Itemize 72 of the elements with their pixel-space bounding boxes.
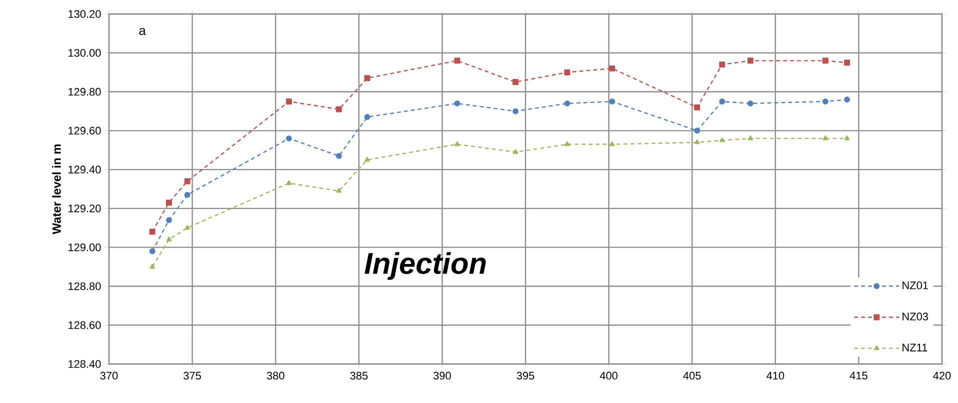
point	[564, 141, 570, 146]
y-axis-title: Water level in m	[52, 144, 61, 234]
y-tick-label: 129.80	[68, 88, 101, 96]
point	[512, 149, 518, 154]
y-tick-label: 128.80	[68, 282, 101, 290]
y-tick-label: 129.60	[68, 126, 101, 135]
point	[454, 58, 460, 64]
x-tick-label: 410	[766, 372, 784, 380]
point	[822, 58, 828, 64]
point	[822, 98, 828, 104]
point	[564, 69, 570, 76]
x-tick-label: 400	[600, 372, 618, 380]
x-tick-label: 405	[683, 372, 701, 380]
legend-label: NZ01	[902, 282, 928, 290]
point	[609, 98, 616, 104]
y-tick-label: 128.60	[68, 321, 101, 329]
x-tick-label: 420	[933, 372, 951, 380]
point	[184, 178, 190, 184]
x-tick-label: 370	[100, 372, 118, 380]
point	[336, 152, 342, 159]
point	[336, 188, 342, 193]
point	[364, 114, 370, 120]
x-tick-label: 415	[850, 372, 868, 380]
point	[149, 228, 156, 235]
point	[719, 62, 726, 68]
y-tick-label: 129.40	[68, 166, 101, 174]
point	[166, 200, 172, 206]
x-tick-label: 375	[184, 372, 201, 380]
point	[166, 236, 172, 242]
point	[747, 100, 754, 106]
point	[454, 100, 460, 106]
y-tick-label: 128.40	[68, 360, 101, 368]
point	[844, 135, 850, 140]
y-tick-label: 130.00	[68, 49, 101, 57]
point	[564, 100, 570, 106]
point	[694, 104, 700, 110]
point	[512, 108, 518, 114]
point	[844, 60, 850, 66]
point	[609, 141, 615, 146]
point	[454, 141, 460, 146]
point	[184, 224, 190, 230]
x-tick-label: 395	[516, 372, 534, 380]
annotation: Injection	[364, 252, 486, 280]
annotation: a	[139, 28, 146, 36]
point	[286, 98, 292, 104]
point	[364, 156, 370, 162]
point	[694, 128, 700, 134]
point	[512, 79, 518, 86]
x-tick-label: 380	[266, 372, 284, 380]
point	[336, 106, 342, 112]
y-tick-label: 130.20	[68, 10, 101, 18]
point	[364, 75, 370, 82]
point	[150, 264, 155, 269]
point	[747, 58, 754, 64]
point	[166, 217, 172, 224]
point	[184, 192, 190, 198]
point	[822, 135, 828, 140]
point	[609, 65, 616, 72]
point	[748, 135, 754, 140]
point	[844, 96, 850, 103]
point	[286, 180, 292, 185]
point	[719, 98, 726, 104]
point	[286, 135, 292, 142]
y-tick-label: 129.00	[68, 243, 101, 252]
legend-label: NZ03	[902, 312, 928, 320]
legend-label: NZ11	[902, 344, 928, 352]
point	[719, 137, 725, 142]
x-tick-label: 390	[433, 372, 451, 380]
point	[149, 248, 156, 254]
point	[694, 139, 700, 144]
x-tick-label: 385	[350, 372, 368, 380]
y-tick-label: 129.20	[68, 204, 101, 212]
